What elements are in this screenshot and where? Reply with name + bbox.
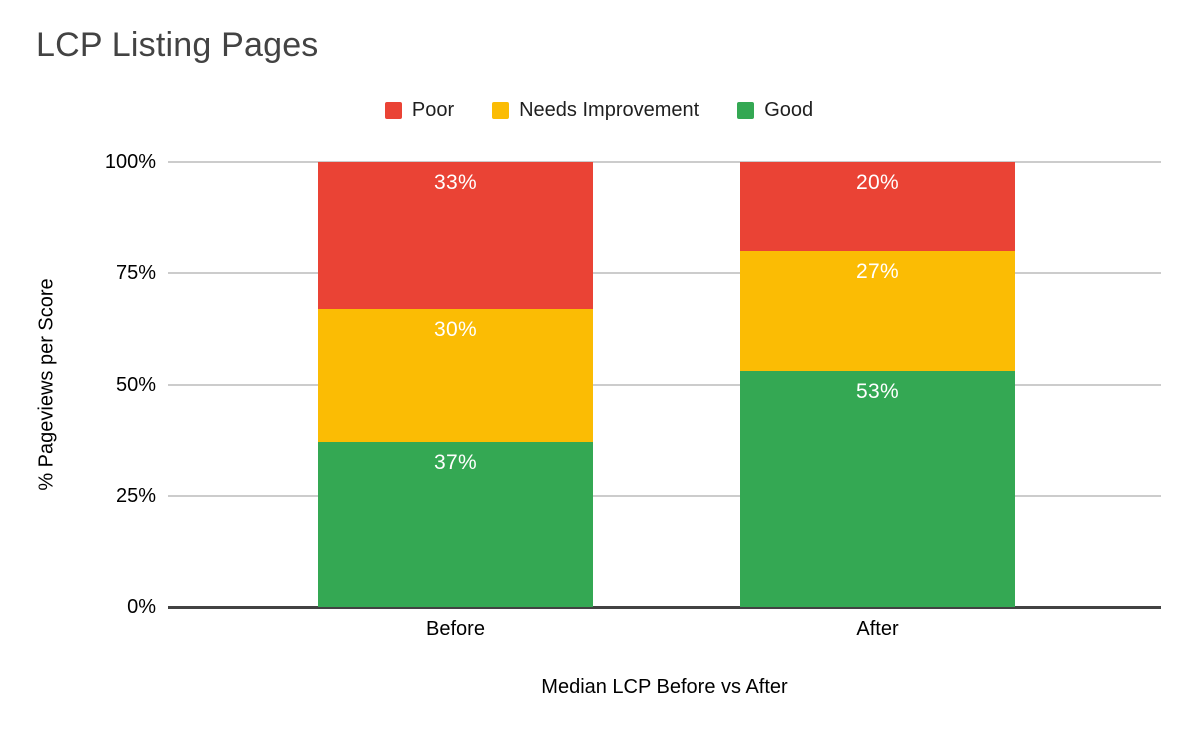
bar-segment-value-label: 20% [856, 171, 899, 194]
legend-label: Poor [411, 99, 455, 121]
y-tick-label-0: 0% [127, 596, 156, 618]
x-category-label-before: Before [426, 618, 485, 640]
bar-segment-before-poor: 33% [318, 162, 593, 309]
legend-item-needs-improvement: Needs Improvement [492, 99, 699, 122]
y-tick-label-25: 25% [115, 484, 156, 507]
bar-segment-value-label: 27% [856, 260, 899, 283]
chart-title: LCP Listing Pages [36, 26, 319, 64]
y-tick-label-75: 75% [115, 262, 156, 285]
y-axis-title: % Pageviews per Score [35, 277, 58, 491]
bar-segment-value-label: 53% [856, 380, 899, 404]
bar-segment-value-label: 37% [434, 451, 477, 475]
legend-swatch-needs-improvement [492, 102, 510, 119]
bar-segment-after-needs-improvement: 27% [740, 251, 1015, 372]
gridline-100pct [168, 161, 1161, 163]
legend: Poor Needs Improvement Good [0, 99, 1198, 122]
bar-segment-before-good: 37% [318, 442, 593, 607]
bar-segment-value-label: 30% [434, 317, 477, 341]
gridline-50pct [168, 383, 1161, 386]
x-axis-baseline [168, 606, 1161, 609]
x-axis-title: Median LCP Before vs After [541, 676, 788, 698]
legend-swatch-good [737, 102, 755, 119]
bar-segment-value-label: 33% [434, 171, 477, 194]
y-tick-label-100: 100% [104, 151, 156, 173]
legend-item-poor: Poor [384, 99, 455, 122]
bar-segment-before-needs-improvement: 30% [318, 308, 593, 443]
gridline-75pct [168, 272, 1161, 275]
bar-segment-after-good: 53% [740, 371, 1015, 607]
gridline-25pct [168, 494, 1161, 497]
y-tick-label-50: 50% [115, 373, 156, 396]
legend-label: Needs Improvement [519, 99, 700, 121]
bar-segment-after-poor: 20% [740, 162, 1015, 251]
legend-swatch-poor [384, 102, 402, 119]
legend-item-good: Good [737, 99, 813, 122]
legend-label: Good [764, 99, 814, 121]
x-category-label-after: After [856, 618, 899, 640]
